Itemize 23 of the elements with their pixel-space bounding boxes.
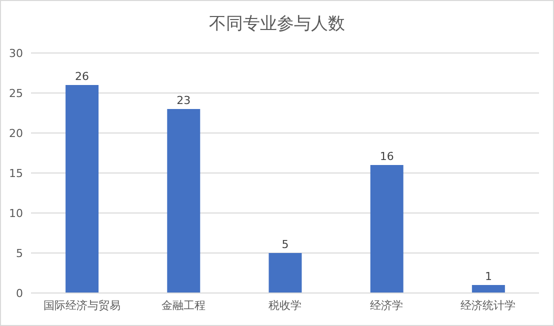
bar [66, 85, 99, 293]
x-tick-label: 经济统计学 [460, 298, 516, 312]
x-tick-label: 税收学 [268, 298, 302, 312]
bar [472, 285, 505, 293]
bar [167, 109, 200, 293]
data-label: 5 [282, 238, 289, 251]
y-tick-label: 15 [9, 166, 23, 180]
data-label: 1 [484, 270, 492, 283]
y-tick-label: 0 [16, 286, 23, 300]
data-label: 23 [176, 94, 191, 107]
x-tick-label: 金融工程 [161, 298, 206, 312]
bar [370, 165, 404, 293]
y-tick-label: 20 [9, 126, 23, 140]
data-label: 26 [75, 70, 90, 83]
y-tick-label: 5 [16, 246, 23, 260]
y-tick-label: 30 [9, 46, 23, 60]
chart-title: 不同专业参与人数 [208, 13, 346, 36]
y-tick-label: 10 [9, 206, 23, 220]
x-tick-label: 国际经济与贸易 [43, 298, 120, 312]
bar [268, 253, 302, 293]
y-tick-label: 25 [9, 86, 23, 100]
x-tick-label: 经济学 [370, 298, 404, 312]
data-label: 16 [380, 150, 394, 163]
